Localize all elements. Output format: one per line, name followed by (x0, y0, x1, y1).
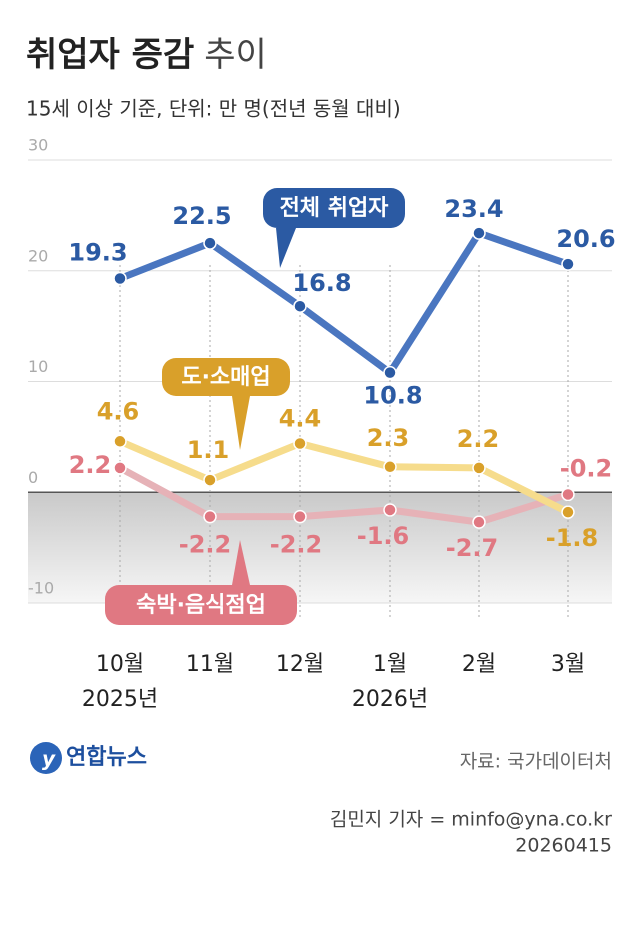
x-tick-label: 2월 (462, 652, 496, 677)
y-tick-label: 30 (28, 136, 48, 155)
data-label: -2.7 (446, 534, 498, 562)
x-tick-label: 12월 (276, 652, 324, 677)
marker (561, 257, 575, 271)
date: 20260415 (515, 835, 612, 857)
legend-label: 도·소매업 (181, 365, 270, 390)
marker (472, 515, 486, 529)
marker (383, 460, 397, 474)
series-line (116, 229, 572, 377)
source: 자료: 국가데이터처 (460, 751, 612, 773)
legend-label: 숙박·음식점업 (136, 593, 266, 618)
legend-label: 전체 취업자 (280, 196, 390, 221)
data-label: -1.6 (357, 522, 409, 550)
x-tick-year: 2026년 (352, 687, 428, 712)
marker (293, 299, 307, 313)
data-label: 22.5 (172, 202, 231, 230)
series-line (116, 464, 572, 526)
data-label: -0.2 (560, 454, 612, 482)
data-label: -1.8 (546, 524, 598, 552)
marker (293, 509, 307, 524)
x-tick-label: 1월 (373, 652, 407, 677)
x-tick-year: 2025년 (82, 687, 158, 712)
data-label: -2.2 (270, 531, 322, 559)
subtitle: 15세 이상 기준, 단위: 만 명(전년 동월 대비) (26, 97, 401, 121)
marker (561, 487, 575, 502)
series-line (116, 437, 572, 516)
marker (203, 236, 217, 250)
marker (561, 505, 575, 519)
callout-box (263, 188, 405, 228)
data-label: -2.2 (179, 531, 231, 559)
logo-icon (30, 742, 62, 774)
logo-text: 연합뉴스 (66, 744, 147, 770)
data-label: 4.6 (97, 397, 140, 425)
callout-tip (232, 540, 250, 585)
data-label: 16.8 (292, 269, 351, 297)
chart-title: 취업자 증감 추이 (26, 35, 267, 75)
y-tick-label: 10 (28, 357, 48, 376)
marker (203, 473, 217, 487)
x-tick-label: 10월 (96, 652, 144, 677)
x-tick-label: 3월 (551, 652, 585, 677)
data-label: 10.8 (363, 382, 422, 410)
data-label: 19.3 (68, 239, 127, 267)
marker (383, 503, 397, 517)
callout-box (105, 585, 297, 625)
callout-tip (276, 228, 296, 268)
plot: 30 20 10 0 -10 10월 2025년 11월 12월 1월 2026년 2월 3월 2.2 -2… (28, 136, 616, 712)
marker (113, 271, 127, 286)
callout-box (162, 358, 290, 396)
marker (113, 434, 127, 449)
title-light: 추이 (204, 35, 267, 75)
data-label: 4.4 (279, 405, 322, 433)
data-label: 2.3 (367, 424, 410, 452)
logo-glyph: y (42, 747, 56, 771)
data-label: 2.2 (69, 451, 112, 479)
logo: y 연합뉴스 (30, 742, 147, 774)
marker (383, 365, 397, 380)
y-tick-label: -10 (28, 579, 54, 598)
y-tick-label: 0 (28, 468, 38, 487)
data-label: 1.1 (187, 436, 230, 464)
y-tick-label: 20 (28, 246, 48, 265)
data-label: 23.4 (444, 195, 503, 223)
byline: 김민지 기자 = minfo@yna.co.kr (330, 809, 612, 831)
title-bold: 취업자 증감 (26, 35, 194, 75)
marker (203, 509, 217, 524)
marker (472, 461, 486, 475)
x-tick-label: 11월 (186, 652, 234, 677)
marker (293, 436, 307, 451)
callout-tip (232, 396, 250, 450)
data-label: 2.2 (457, 425, 500, 453)
marker (113, 461, 127, 475)
marker (472, 226, 486, 240)
data-label: 20.6 (556, 225, 615, 253)
